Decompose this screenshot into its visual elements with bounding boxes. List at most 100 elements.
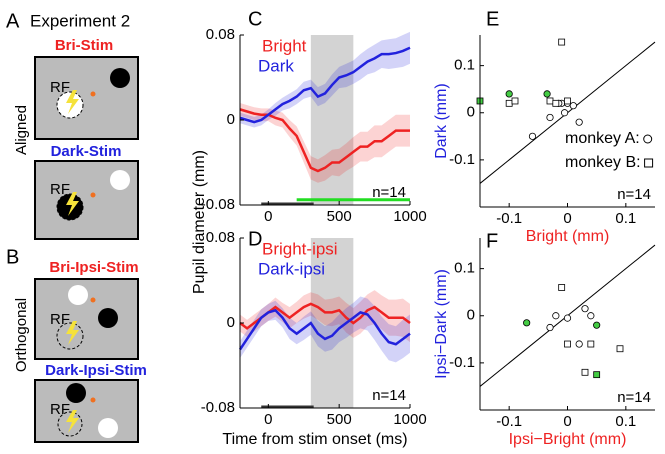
x-tick-label: 0 (563, 210, 571, 227)
legend-entry: Bright-ipsi (262, 239, 338, 258)
panel-label: F (486, 230, 498, 252)
stimulus (98, 308, 118, 328)
point (575, 340, 583, 348)
fixation (90, 192, 96, 198)
point (593, 371, 601, 379)
rf-circle (56, 193, 84, 221)
legend-entry: Dark-ipsi (258, 259, 325, 278)
y-axis-label: Pupil diameter (mm) (191, 150, 208, 294)
legend-entry: monkey B: (565, 154, 641, 171)
panel-label: A (6, 10, 20, 32)
line (238, 308, 411, 351)
experiment-title: Experiment 2 (30, 11, 130, 30)
panel-label: B (6, 246, 19, 268)
point (575, 118, 583, 126)
x-axis-label: Bright (mm) (526, 228, 610, 245)
y-tick-label: 0.1 (454, 57, 475, 74)
annotation: n=14 (372, 387, 406, 404)
point (581, 368, 589, 376)
point (587, 312, 595, 320)
stimulus (66, 383, 86, 403)
annotation: n=14 (617, 186, 651, 203)
x-tick-label: 1000 (393, 411, 426, 428)
condition-label: Dark-Ipsi-Stim (45, 362, 147, 379)
x-tick-label: 0.1 (615, 210, 636, 227)
rf-circle (57, 411, 83, 437)
stimulus (68, 285, 88, 305)
point (546, 113, 554, 122)
panel-label: D (248, 228, 262, 250)
panel-label: C (248, 8, 262, 30)
y-tick-label: -0.08 (201, 196, 235, 213)
rf-label: RF (50, 311, 70, 328)
point (505, 90, 513, 98)
y-tick-label: 0 (467, 307, 475, 324)
legend-entry: Dark (258, 56, 294, 75)
row-label: Orthogonal (13, 298, 30, 372)
panel-b: B Bri-Ipsi-Stim RF Orthogonal Dark-Ipsi-… (6, 246, 147, 443)
error-band (240, 290, 410, 343)
x-tick-label: 0 (264, 411, 272, 428)
x-tick-label: 500 (327, 208, 352, 225)
y-tick-label: -0.1 (449, 151, 475, 168)
point (543, 90, 551, 98)
point (505, 99, 513, 107)
line (239, 46, 411, 124)
point (593, 321, 601, 329)
panel-a: A Experiment 2 Bri-Stim RF Aligned Dark-… (6, 10, 139, 240)
row-label: Aligned (13, 105, 30, 155)
condition-label: Bri-Stim (55, 37, 113, 54)
y-tick-label: 0.08 (206, 26, 235, 43)
point (546, 323, 554, 332)
analysis-window (310, 35, 354, 205)
point (546, 97, 554, 105)
fixation (90, 297, 96, 303)
error-band (240, 103, 410, 183)
x-tick-label: -0.1 (496, 413, 522, 430)
y-tick-label: 0.08 (206, 229, 235, 246)
point (558, 38, 566, 46)
x-axis-label: Ipsi−Bright (mm) (509, 431, 627, 448)
point (587, 340, 595, 348)
rf-circle (56, 91, 84, 119)
legend-marker (644, 158, 654, 168)
y-tick-label: 0 (227, 111, 235, 128)
x-tick-label: -0.1 (496, 210, 522, 227)
point (564, 340, 571, 348)
x-tick-label: 0 (264, 208, 272, 225)
stimulus (98, 418, 118, 438)
point (523, 319, 531, 327)
rf-label: RF (50, 79, 70, 96)
point (558, 284, 566, 291)
point (552, 312, 560, 320)
stimulus (110, 68, 130, 88)
point (560, 109, 569, 117)
point (581, 305, 589, 313)
point (564, 97, 571, 105)
condition-label: Bri-Ipsi-Stim (49, 259, 138, 276)
point (511, 97, 519, 105)
point (569, 102, 577, 110)
x-axis-label: Time from stim onset (ms) (222, 431, 407, 448)
y-tick-label: 0.1 (454, 260, 475, 277)
stimulus (110, 170, 130, 190)
point (563, 314, 572, 322)
x-tick-label: 0.1 (615, 413, 636, 430)
fixation (90, 397, 96, 403)
legend-marker (643, 134, 653, 144)
condition-label: Dark-Stim (51, 143, 122, 160)
point (528, 132, 537, 140)
y-tick-label: -0.08 (201, 399, 235, 416)
rf-label: RF (50, 401, 70, 418)
rf-label: RF (50, 181, 70, 198)
point (616, 345, 624, 353)
x-tick-label: 0 (563, 413, 571, 430)
bolt (66, 90, 79, 114)
panel-label: E (486, 8, 499, 30)
bolt (66, 321, 79, 345)
annotation: n=14 (617, 389, 651, 406)
y-tick-label: -0.1 (449, 354, 475, 371)
fixation (90, 91, 96, 97)
x-tick-label: 1000 (393, 208, 426, 225)
y-axis-label: Dark (mm) (433, 83, 450, 159)
